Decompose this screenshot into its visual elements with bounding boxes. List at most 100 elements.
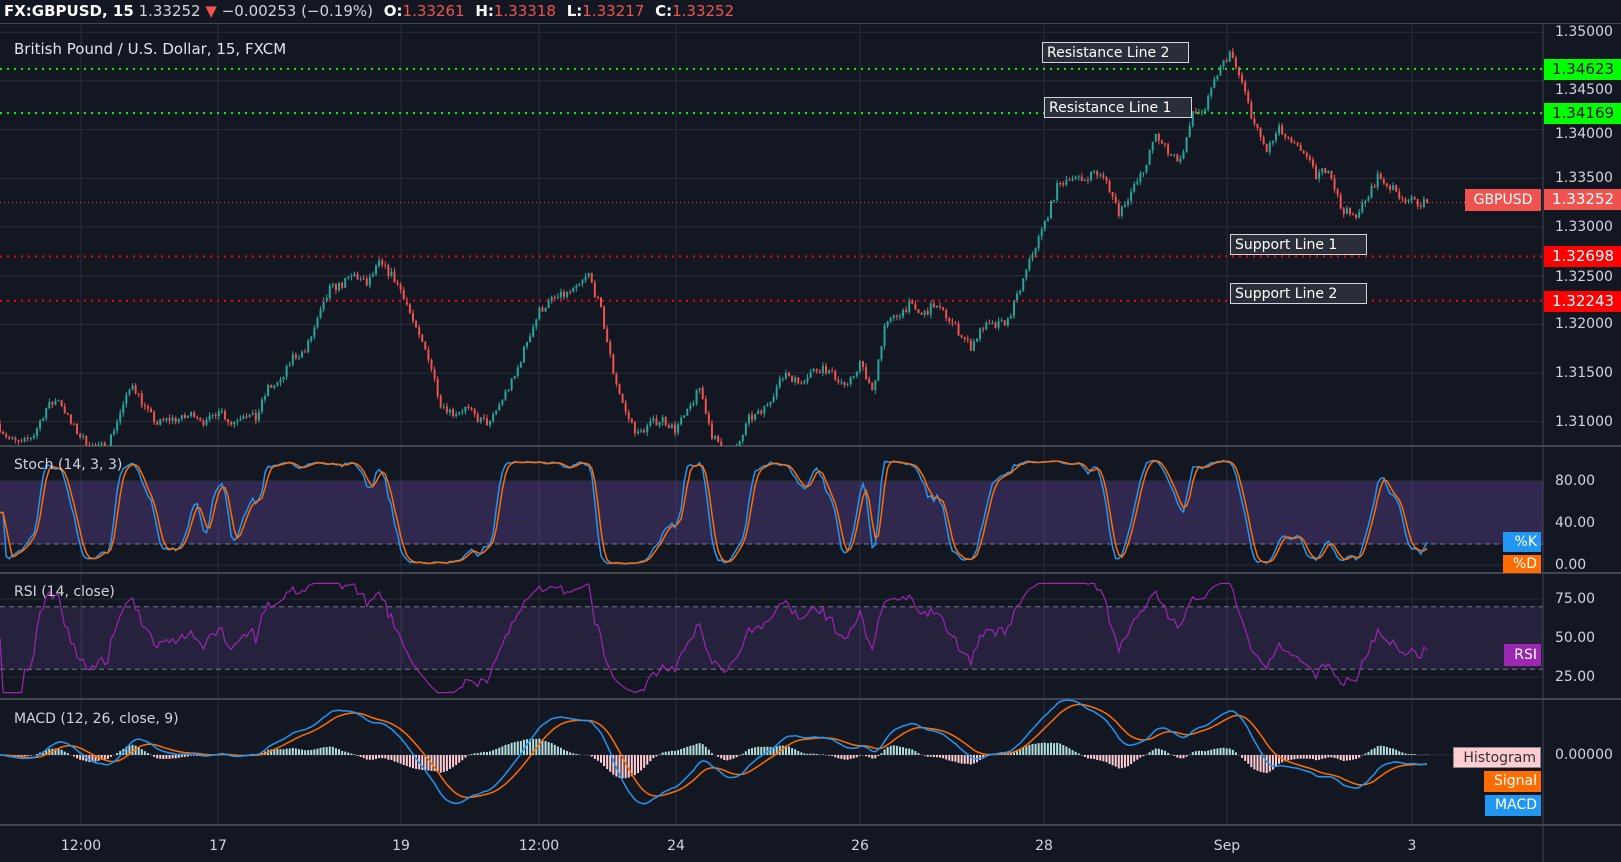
candle [91, 445, 94, 446]
histogram-bar [341, 750, 344, 755]
candle [1201, 111, 1204, 113]
candle [260, 399, 263, 412]
candle [359, 278, 362, 280]
histogram-bar [794, 749, 797, 755]
histogram-bar [368, 755, 371, 760]
histogram-bar [1315, 755, 1318, 761]
candle [1256, 123, 1259, 129]
candle [119, 413, 122, 422]
candle [227, 419, 230, 423]
close-value: 1.33252 [672, 2, 735, 20]
candle [747, 414, 750, 424]
histogram-bar [871, 755, 874, 759]
candle [1410, 197, 1413, 201]
candle [20, 441, 23, 443]
histogram-bar [153, 755, 156, 757]
histogram-bar [1086, 755, 1089, 759]
candle [242, 416, 245, 419]
histogram-bar [667, 751, 670, 755]
histogram-bar [276, 749, 279, 755]
histogram-bar [467, 755, 470, 756]
stoch-tick-label: 0.00 [1555, 557, 1587, 573]
histogram-bar [593, 755, 596, 760]
histogram-bar [1327, 755, 1330, 758]
candle [418, 327, 421, 335]
histogram-bar [1053, 743, 1056, 755]
candle [877, 359, 880, 381]
histogram-bar [880, 753, 883, 755]
candle [1379, 173, 1382, 180]
candle [1013, 301, 1016, 317]
macd-tag: MACD [1485, 795, 1541, 816]
candle [633, 422, 636, 434]
candle [276, 382, 279, 386]
histogram-bar [1068, 748, 1071, 755]
candle [849, 377, 852, 385]
candle [1311, 159, 1314, 167]
histogram-bar [168, 755, 171, 759]
candle [1299, 144, 1302, 151]
candle [1250, 102, 1253, 119]
candle [1259, 128, 1262, 138]
candle [85, 436, 88, 446]
candle [14, 437, 17, 440]
candle [1142, 172, 1145, 174]
candle [1278, 125, 1281, 134]
candle [834, 370, 837, 380]
candle [171, 417, 174, 421]
candle [985, 322, 988, 330]
candle [1034, 248, 1037, 255]
candle [809, 371, 812, 378]
candle [489, 421, 492, 426]
candle [942, 307, 945, 310]
histogram-bar [180, 755, 183, 758]
histogram-bar [865, 755, 868, 757]
candle [603, 306, 606, 329]
price-tick-label: 1.34000 [1555, 126, 1613, 143]
histogram-bar [165, 755, 168, 759]
candle [874, 380, 877, 391]
histogram-bar [1164, 750, 1167, 755]
histogram-bar [1117, 755, 1120, 769]
histogram-bar [1201, 750, 1204, 755]
histogram-bar [193, 755, 196, 756]
candle [150, 408, 153, 412]
histogram-bar [858, 755, 861, 756]
candle [593, 282, 596, 297]
histogram-bar [615, 755, 618, 777]
histogram-bar [569, 752, 572, 755]
candle [347, 277, 350, 279]
candle [1247, 91, 1250, 103]
histogram-bar [1157, 748, 1160, 755]
candle [1336, 189, 1339, 195]
histogram-bar [448, 755, 451, 769]
candle [1160, 140, 1163, 144]
histogram-bar [1182, 755, 1185, 759]
candle [1031, 254, 1034, 259]
candle [1016, 293, 1019, 302]
candle [1071, 178, 1074, 181]
candle [559, 292, 562, 297]
histogram-bar [1348, 755, 1351, 761]
symbol-name[interactable]: FX:GBPUSD, 15 [4, 2, 134, 20]
histogram-bar [1352, 755, 1355, 760]
stoch-tick-label: 40.00 [1555, 515, 1596, 531]
candle [1182, 152, 1185, 159]
histogram-bar [686, 746, 689, 755]
candle [100, 443, 103, 445]
histogram-bar [1302, 755, 1305, 759]
candle [307, 340, 310, 353]
candle [1342, 208, 1345, 214]
candle [1370, 185, 1373, 198]
histogram-bar [291, 747, 294, 755]
histogram-bar [1395, 749, 1398, 755]
candle [744, 423, 747, 435]
histogram-bar [640, 755, 643, 771]
histogram-bar [1130, 755, 1133, 764]
histogram-bar [1228, 748, 1231, 755]
histogram-bar [603, 755, 606, 767]
histogram-bar [421, 755, 424, 770]
candle [316, 317, 319, 328]
candle [156, 422, 159, 425]
